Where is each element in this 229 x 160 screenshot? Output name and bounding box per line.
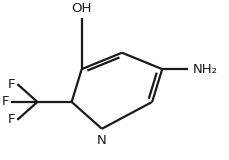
Text: NH₂: NH₂ [191,63,216,76]
Text: F: F [8,78,15,91]
Text: F: F [8,113,15,126]
Text: OH: OH [71,2,92,15]
Text: N: N [97,134,106,147]
Text: F: F [2,95,9,108]
